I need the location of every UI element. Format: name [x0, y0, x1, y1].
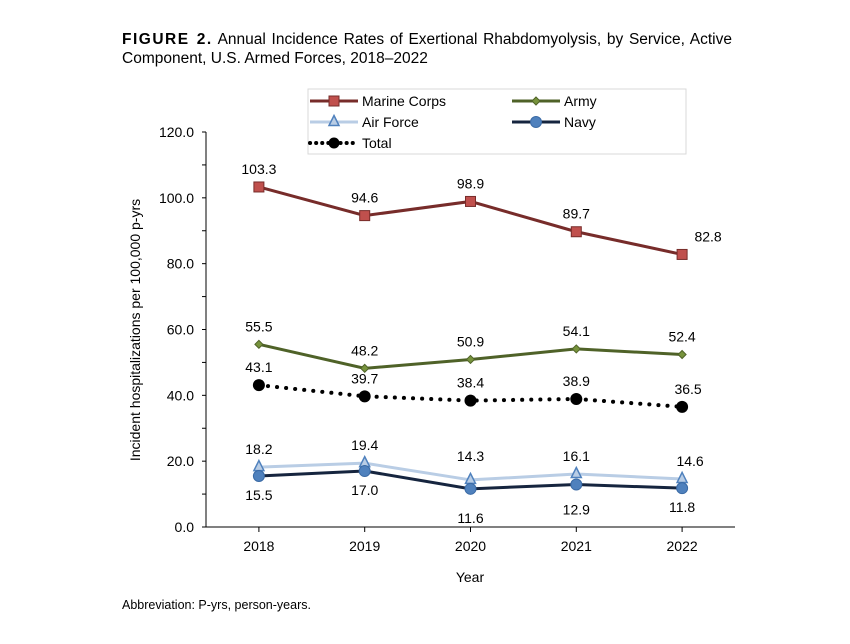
x-tick-label: 2021 [561, 538, 592, 554]
data-label: 15.5 [245, 487, 272, 503]
data-label: 16.1 [563, 448, 590, 464]
data-label: 14.3 [457, 448, 484, 464]
series-total: 43.1 39.7 38.4 38.9 36.5 [245, 359, 702, 413]
data-label: 98.9 [457, 175, 484, 191]
x-tick-label: 2018 [243, 538, 274, 554]
legend-label: Army [564, 93, 597, 109]
y-tick-label: 60.0 [167, 322, 194, 338]
y-tick-label: 80.0 [167, 256, 194, 272]
diamond-marker [677, 349, 687, 360]
circle-marker [252, 379, 265, 392]
diamond-marker [359, 363, 370, 374]
figure-label: FIGURE 2. [122, 31, 213, 48]
y-tick-label: 100.0 [159, 190, 194, 206]
series-air-force: 18.2 19.4 14.3 16.1 14.6 [245, 437, 704, 485]
data-label: 50.9 [457, 333, 484, 349]
y-tick-label: 0.0 [175, 519, 195, 535]
legend-item: Total [308, 135, 392, 151]
legend-label: Marine Corps [362, 93, 446, 109]
data-label: 11.6 [457, 510, 483, 526]
square-marker [253, 181, 265, 193]
data-label: 38.4 [457, 375, 484, 391]
circle-marker [570, 392, 583, 405]
series-line [256, 383, 685, 409]
x-tick-label: 2020 [455, 538, 486, 554]
square-marker [328, 95, 340, 107]
data-label: 36.5 [674, 381, 701, 397]
legend-item: Air Force [310, 113, 419, 130]
figure-title: Annual Incidence Rates of Exertional Rha… [122, 31, 732, 67]
data-label: 14.6 [676, 453, 703, 469]
x-axis-label: Year [456, 569, 485, 585]
data-label: 18.2 [245, 441, 272, 457]
data-label: 12.9 [563, 502, 590, 518]
data-label: 17.0 [351, 482, 378, 498]
circle-marker [358, 465, 371, 478]
triangle-marker [570, 465, 583, 479]
square-marker [570, 226, 582, 238]
triangle-marker [327, 113, 341, 127]
data-label: 39.7 [351, 370, 378, 386]
y-axis-label: Incident hospitalizations per 100,000 p-… [127, 199, 143, 461]
circle-marker [570, 478, 583, 491]
diamond-marker [254, 339, 264, 350]
circle-marker [328, 137, 340, 149]
circle-marker [676, 482, 689, 495]
diamond-marker [571, 344, 582, 354]
square-marker [676, 248, 688, 260]
y-tick-label: 20.0 [167, 453, 194, 469]
legend-item: Marine Corps [310, 93, 446, 109]
data-label: 43.1 [245, 359, 272, 375]
data-label: 54.1 [563, 323, 590, 339]
series-army: 55.5 48.2 50.9 54.1 52.4 [245, 318, 696, 374]
circle-marker [530, 116, 542, 128]
y-tick-label: 40.0 [167, 387, 194, 403]
data-label: 11.8 [669, 499, 695, 515]
data-label: 19.4 [351, 437, 378, 453]
circle-marker [464, 394, 477, 407]
square-marker [465, 195, 476, 207]
legend-label: Air Force [362, 114, 419, 130]
series-navy: 15.5 17.0 11.6 12.9 11.8 [245, 465, 695, 526]
data-label: 103.3 [241, 161, 276, 177]
data-label: 48.2 [351, 342, 378, 358]
y-tick-label: 120.0 [159, 124, 194, 140]
square-marker [359, 210, 371, 222]
legend-box [307, 88, 687, 155]
data-label: 55.5 [245, 318, 272, 334]
figure-caption: FIGURE 2. Annual Incidence Rates of Exer… [122, 30, 732, 68]
legend-item: Navy [512, 114, 596, 130]
data-label: 38.9 [563, 373, 590, 389]
legend: Marine Corps Army Air Force Navy Total [307, 88, 687, 155]
circle-marker [464, 482, 477, 495]
circle-marker [252, 469, 265, 482]
legend-item: Army [512, 93, 597, 109]
x-tick-label: 2019 [349, 538, 380, 554]
series-marine-corps: 103.3 94.6 98.9 89.7 82.8 [241, 161, 722, 260]
legend-label: Navy [564, 114, 596, 130]
data-label: 89.7 [563, 206, 590, 222]
circle-marker [676, 400, 689, 413]
diamond-marker [531, 96, 541, 106]
legend-label: Total [362, 135, 392, 151]
data-label: 94.6 [351, 190, 378, 206]
diamond-marker [465, 354, 476, 365]
footnote: Abbreviation: P-yrs, person-years. [122, 598, 311, 612]
circle-marker [358, 390, 371, 403]
data-label: 52.4 [668, 329, 695, 345]
data-label: 82.8 [694, 228, 721, 244]
x-tick-label: 2022 [667, 538, 698, 554]
